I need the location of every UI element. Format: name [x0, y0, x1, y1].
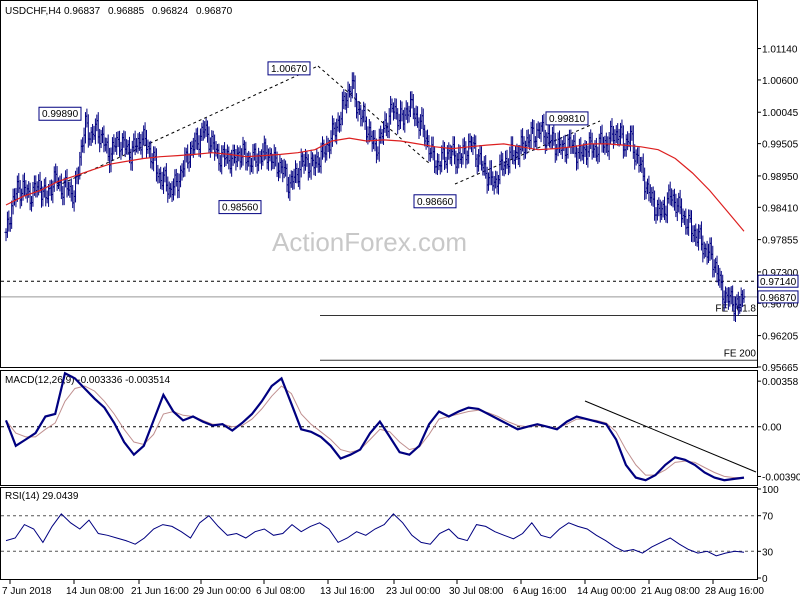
macd-tick-label: 0.00 [762, 423, 782, 434]
price-annotation-box [218, 200, 262, 215]
macd-tick-label: 0.00358 [762, 377, 799, 388]
price-tick-label: 0.98410 [762, 203, 799, 214]
rsi-line [5, 513, 745, 557]
time-tick-label: 21 Jun 16:00 [131, 586, 189, 597]
moving-average-line [5, 137, 745, 232]
time-axis: 7 Jun 2018 14 Jun 08:00 21 Jun 16:00 29 Jun… [2, 580, 764, 597]
price-tick-label: 0.96760 [762, 299, 799, 310]
time-tick-label: 28 Aug 16:00 [705, 586, 764, 597]
price-annotation-label: 1.00670 [271, 64, 308, 75]
rsi-title: RSI(14) 29.0439 [5, 491, 79, 502]
time-tick-label: 29 Jun 00:00 [193, 586, 251, 597]
price-tick-label: 1.00600 [762, 76, 799, 87]
macd-tick-label: -0.003908 [762, 472, 800, 483]
time-tick-label: 13 Jul 16:00 [320, 586, 375, 597]
price-annotation-box [545, 111, 589, 126]
time-tick-label: 14 Aug 00:00 [577, 586, 636, 597]
price-tick-label: 0.95665 [762, 363, 799, 374]
level-label: 0.97140 [760, 277, 797, 288]
current-price-label: 0.96870 [760, 293, 797, 304]
rsi-tick-label: 0 [762, 574, 768, 585]
level-box [757, 274, 799, 288]
time-tick-label: 14 Jun 08:00 [66, 586, 124, 597]
macd-panel-frame [0, 370, 758, 486]
price-tick-label: 0.96205 [762, 332, 799, 343]
rsi-series-line [5, 513, 745, 557]
price-annotation-box [38, 106, 82, 121]
price-tick-label: 0.98950 [762, 172, 799, 183]
price-tick-label: 1.01140 [762, 45, 798, 56]
time-tick-label: 6 Aug 16:00 [513, 586, 567, 597]
price-trendlines [56, 65, 601, 187]
macd-trendline [584, 400, 757, 473]
time-tick-label: 6 Jul 08:00 [256, 586, 305, 597]
candles [4, 72, 746, 323]
fib-extension-label: FE 200 [724, 348, 757, 359]
price-tick-label: 0.97300 [762, 268, 799, 279]
rsi-y-axis: 100 70 30 0 [1, 485, 779, 585]
price-tick-label: 0.99505 [762, 140, 799, 151]
time-tick-label: 23 Jul 00:00 [386, 586, 441, 597]
price-tick-label: 0.97855 [762, 236, 799, 247]
moving-average [5, 137, 745, 232]
time-tick-label: 30 Jul 08:00 [449, 586, 504, 597]
price-panel-frame [0, 0, 758, 368]
time-tick-label: 7 Jun 2018 [2, 586, 52, 597]
close-value: 0.96870 [196, 6, 233, 17]
macd-main-line [4, 371, 745, 482]
macd-signal-line [5, 385, 744, 479]
trendline-drop [317, 65, 431, 165]
price-annotation-box [413, 194, 457, 209]
price-annotation-box [267, 61, 311, 76]
price-y-axis: 1.01140 1.00600 1.00045 0.99505 0.98950 0.984… [757, 45, 799, 374]
low-value: 0.96824 [152, 6, 189, 17]
price-tick-label: 1.00045 [762, 108, 799, 119]
price-annotation-label: 0.99890 [42, 109, 79, 120]
symbol-label: USDCHF,H4 [5, 6, 62, 17]
watermark: ActionForex.com [272, 227, 467, 257]
price-annotation-label: 0.98560 [222, 203, 259, 214]
rsi-panel-frame [0, 487, 758, 580]
macd-lines [4, 371, 745, 482]
rsi-tick-label: 30 [762, 547, 774, 558]
macd-y-axis: 0.00358 0.00 -0.003908 [1, 377, 800, 483]
macd-title: MACD(12,26,9) -0.003336 -0.003514 [5, 375, 171, 386]
price-header: USDCHF,H4 0.96837 0.96885 0.96824 0.9687… [5, 6, 233, 17]
time-tick-label: 21 Aug 08:00 [641, 586, 700, 597]
rsi-tick-label: 100 [762, 485, 779, 496]
trendline-rise [454, 120, 601, 185]
price-annotation-label: 0.99810 [549, 114, 586, 125]
price-annotations: 0.99890 1.00670 0.98560 0.98660 0.99810 [38, 61, 589, 215]
open-value: 0.96837 [64, 6, 101, 17]
current-price-box [757, 290, 799, 304]
price-annotation-label: 0.98660 [417, 197, 454, 208]
high-value: 0.96885 [108, 6, 145, 17]
rsi-tick-label: 70 [762, 512, 774, 523]
